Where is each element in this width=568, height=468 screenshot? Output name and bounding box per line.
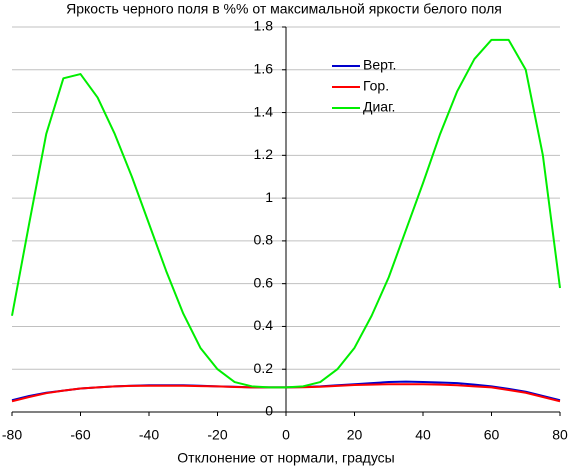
legend-label: Верт. bbox=[363, 57, 396, 73]
y-tick-label: 0.2 bbox=[254, 360, 274, 376]
x-tick-label: 40 bbox=[415, 427, 431, 443]
x-axis-label: Отклонение от нормали, градусы bbox=[177, 450, 394, 466]
y-tick-label: 1 bbox=[265, 189, 273, 205]
x-tick-label: 80 bbox=[552, 427, 568, 443]
legend-label: Гор. bbox=[363, 78, 389, 94]
x-tick-label: -20 bbox=[207, 427, 227, 443]
chart-title: Яркость черного поля в %% от максимально… bbox=[66, 1, 502, 17]
legend-label: Диаг. bbox=[363, 99, 395, 115]
y-tick-label: 1.6 bbox=[254, 60, 274, 76]
x-tick-label: -80 bbox=[2, 427, 22, 443]
y-tick-label: 0.4 bbox=[254, 317, 274, 333]
data-line bbox=[11, 38, 561, 389]
x-tick-label: 0 bbox=[282, 427, 290, 443]
x-tick-label: -60 bbox=[70, 427, 90, 443]
y-tick-label: 1.4 bbox=[254, 103, 274, 119]
x-tick-label: 20 bbox=[347, 427, 363, 443]
y-tick-label: 0.6 bbox=[254, 274, 274, 290]
y-tick-label: 0.8 bbox=[254, 232, 274, 248]
x-tick-label: -40 bbox=[139, 427, 159, 443]
x-tick-label: 60 bbox=[484, 427, 500, 443]
y-tick-label: 1.2 bbox=[254, 146, 274, 162]
y-tick-label: 1.8 bbox=[254, 18, 274, 34]
y-tick-label: 0 bbox=[265, 403, 273, 419]
